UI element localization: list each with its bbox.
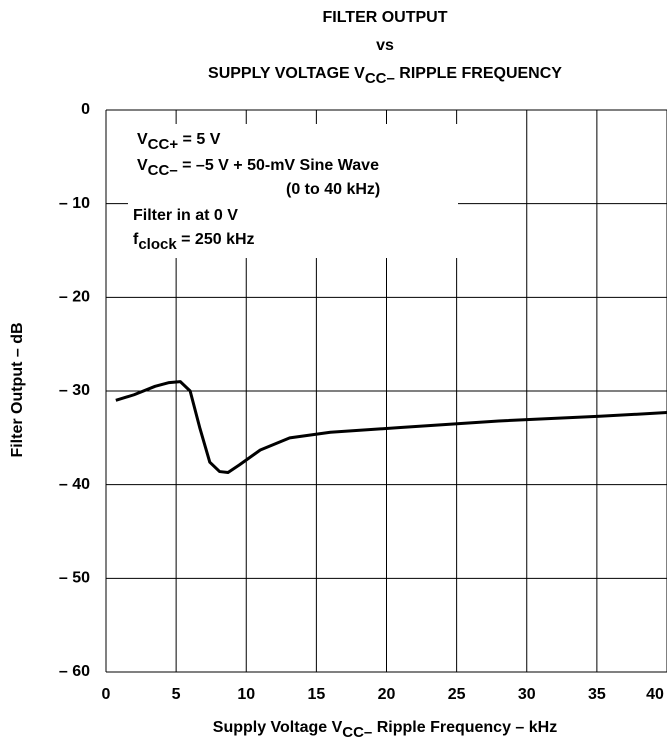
data-line <box>115 380 667 474</box>
y-axis-label: Filter Output – dB <box>9 322 26 457</box>
x-tick-label: 25 <box>448 686 466 703</box>
annotation-part: V <box>137 131 148 148</box>
y-tick-label: – 60 <box>59 663 90 680</box>
chart-title: vs <box>376 37 394 54</box>
annotation-part: = –5 V + 50-mV Sine Wave <box>178 157 379 174</box>
annotation-part: = 5 V <box>178 131 221 148</box>
annotation-part: CC– <box>148 162 178 179</box>
y-tick-label: – 40 <box>59 476 90 493</box>
x-tick-label: 35 <box>588 686 606 703</box>
x-tick-label: 10 <box>237 686 255 703</box>
annotation-part: = 250 kHz <box>177 231 255 248</box>
annotation-part: f <box>133 231 139 248</box>
annotation-part: clock <box>138 236 177 253</box>
x-tick-label: 20 <box>378 686 396 703</box>
chart-title-part: vs <box>376 37 394 54</box>
annotation-part: V <box>137 157 148 174</box>
chart-title-part: SUPPLY VOLTAGE V <box>208 65 365 82</box>
x-axis-label-part: Ripple Frequency – kHz <box>372 719 557 736</box>
chart-title-part: FILTER OUTPUT <box>322 9 447 26</box>
annotation-box <box>128 124 458 258</box>
annotation: VCC+ = 5 V <box>137 131 221 153</box>
y-tick-label: – 10 <box>59 195 90 212</box>
annotation-part: (0 to 40 kHz) <box>286 181 380 198</box>
x-tick-label: 40 <box>646 686 664 703</box>
x-tick-label: 5 <box>172 686 181 703</box>
x-axis-label-part: CC– <box>342 724 372 741</box>
y-tick-label: 0 <box>81 101 90 118</box>
y-tick-label: – 50 <box>59 570 90 587</box>
chart-title-part: CC– <box>365 70 395 87</box>
x-axis-label-part: Supply Voltage V <box>213 719 343 736</box>
annotation: fclock = 250 kHz <box>133 231 255 253</box>
x-tick-label: 0 <box>102 686 111 703</box>
annotation-part: Filter in at 0 V <box>133 207 238 224</box>
x-tick-label: 30 <box>518 686 536 703</box>
annotation-part: CC+ <box>148 136 179 153</box>
y-tick-label: – 30 <box>59 382 90 399</box>
chart-title-part: RIPPLE FREQUENCY <box>395 65 562 82</box>
annotation: Filter in at 0 V <box>133 207 238 224</box>
x-axis-label: Supply Voltage VCC– Ripple Frequency – k… <box>213 719 557 741</box>
y-tick-label: – 20 <box>59 289 90 306</box>
chart-title: FILTER OUTPUT <box>322 9 447 26</box>
chart-title: SUPPLY VOLTAGE VCC– RIPPLE FREQUENCY <box>208 65 562 87</box>
annotation: VCC– = –5 V + 50-mV Sine Wave <box>137 157 379 179</box>
x-tick-label: 15 <box>307 686 325 703</box>
annotation: (0 to 40 kHz) <box>286 181 380 198</box>
